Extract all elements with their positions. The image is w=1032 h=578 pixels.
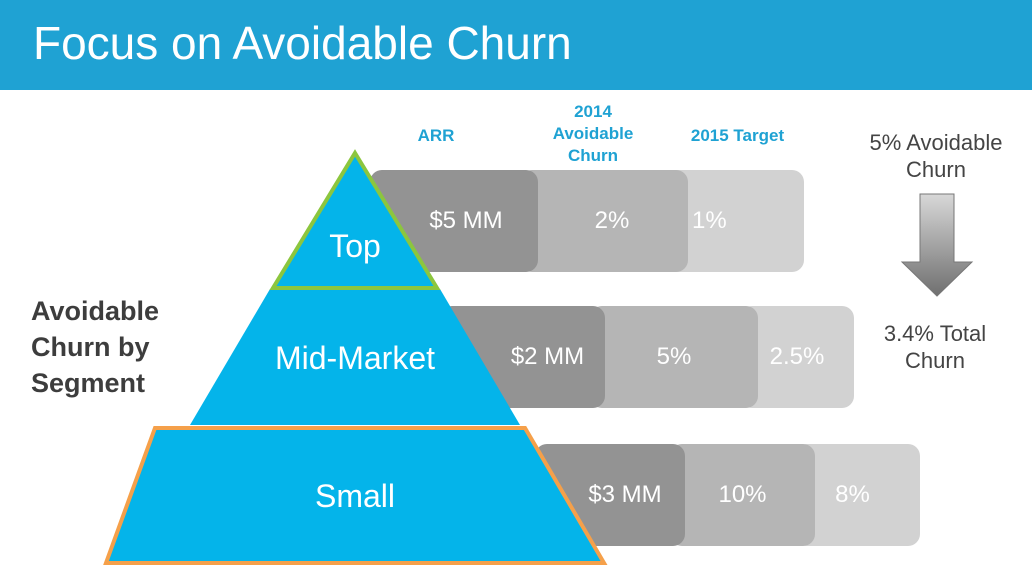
row-top-arr-value: $5 MM — [429, 207, 503, 234]
segment-label-mid-market: Mid-Market — [274, 340, 435, 376]
section-label-line-2: Churn by — [31, 332, 150, 362]
avoidable-churn-note: 5% Avoidable Churn — [850, 129, 1022, 183]
avoidable-churn-note-line-2: Churn — [906, 157, 966, 182]
row-top-churn-value: 2% — [594, 207, 630, 234]
row-small-churn-value: 10% — [718, 481, 767, 508]
column-header-2014-line-3: Churn — [567, 146, 619, 165]
section-label-line-1: Avoidable — [31, 296, 160, 326]
column-header-arr: ARR — [417, 126, 455, 145]
section-label-line-3: Segment — [31, 368, 146, 398]
total-churn-note-line-1: 3.4% Total — [883, 321, 987, 346]
row-mid-market-arr-value: $2 MM — [510, 343, 585, 370]
column-header-2014-line-1: 2014 — [574, 102, 612, 121]
row-mid-market-target-cell: 2.5% — [740, 306, 854, 408]
row-mid-market-target-value: 2.5% — [769, 343, 825, 370]
row-top-churn-cell: 2% — [520, 170, 688, 272]
row-mid-market-churn-value: 5% — [656, 343, 692, 370]
down-arrow-icon — [900, 193, 974, 297]
row-small-arr-value: $3 MM — [588, 481, 662, 508]
total-churn-note: 3.4% Total Churn — [860, 320, 1010, 374]
column-header-2015-target: 2015 Target — [690, 126, 785, 145]
pyramid-top — [269, 149, 441, 290]
segment-label-small: Small — [314, 478, 395, 514]
title-bar: Focus on Avoidable Churn — [0, 0, 1032, 90]
avoidable-churn-note-line-1: 5% Avoidable — [869, 130, 1003, 155]
pyramid-mid-market — [190, 289, 520, 425]
slide-title: Focus on Avoidable Churn — [33, 17, 572, 69]
section-label: Avoidable Churn by Segment — [31, 293, 159, 401]
row-top-target-value: 1% — [692, 207, 727, 234]
total-churn-note-line-2: Churn — [905, 348, 965, 373]
row-small-churn-cell: 10% — [670, 444, 815, 546]
pyramid-small — [103, 426, 608, 565]
row-small-target-cell: 8% — [795, 444, 920, 546]
segment-label-top: Top — [329, 228, 381, 264]
column-header-2014-avoidable-churn: 2014 Avoidable Churn — [533, 101, 653, 167]
column-header-2014-line-2: Avoidable — [552, 124, 634, 143]
row-small-target-value: 8% — [835, 481, 870, 508]
row-top: 1% 2% $5 MM — [370, 170, 804, 272]
row-mid-market-churn-cell: 5% — [590, 306, 758, 408]
